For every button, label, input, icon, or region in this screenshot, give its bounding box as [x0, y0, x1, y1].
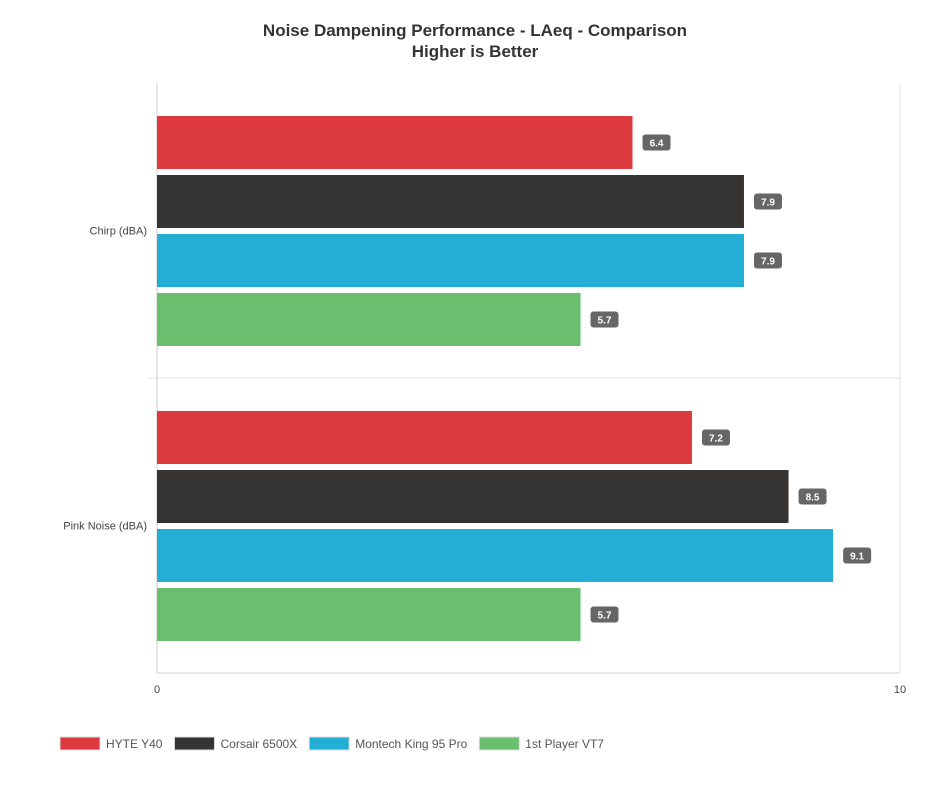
- bar: [157, 293, 581, 346]
- legend-label: Montech King 95 Pro: [355, 737, 467, 751]
- data-label: 8.5: [806, 493, 820, 504]
- chart-subtitle: Higher is Better: [412, 42, 539, 61]
- data-label-bg: [843, 547, 872, 564]
- data-label-bg: [642, 134, 671, 151]
- legend-label: 1st Player VT7: [525, 737, 604, 751]
- bar: [157, 116, 633, 169]
- legend-swatch: [173, 736, 215, 751]
- data-label-bg: [798, 488, 827, 505]
- data-label: 9.1: [850, 552, 864, 563]
- bar: [157, 470, 789, 523]
- chart-title: Noise Dampening Performance - LAeq - Com…: [263, 21, 687, 40]
- bar: [157, 234, 744, 287]
- data-label: 7.9: [761, 257, 775, 268]
- data-label-bg: [701, 429, 730, 446]
- data-label-bg: [753, 193, 782, 210]
- bar: [157, 588, 581, 641]
- legend-label: HYTE Y40: [106, 737, 163, 751]
- legend-swatch: [308, 736, 350, 751]
- bar: [157, 175, 744, 228]
- legend-swatch: [478, 736, 520, 751]
- data-label: 6.4: [650, 139, 664, 150]
- category-label: Chirp (dBA): [90, 226, 147, 238]
- x-tick-label: 0: [154, 684, 160, 696]
- legend-swatch: [59, 736, 101, 751]
- data-label: 7.2: [709, 434, 723, 445]
- legend-label: Corsair 6500X: [220, 737, 297, 751]
- data-label-bg: [590, 606, 619, 623]
- data-label-bg: [753, 252, 782, 269]
- data-label: 7.9: [761, 198, 775, 209]
- bar: [157, 529, 834, 582]
- data-label-bg: [590, 311, 619, 328]
- data-label: 5.7: [598, 316, 612, 327]
- x-tick-label: 10: [894, 684, 906, 696]
- data-label: 5.7: [598, 611, 612, 622]
- bar: [157, 411, 692, 464]
- category-label: Pink Noise (dBA): [63, 521, 147, 533]
